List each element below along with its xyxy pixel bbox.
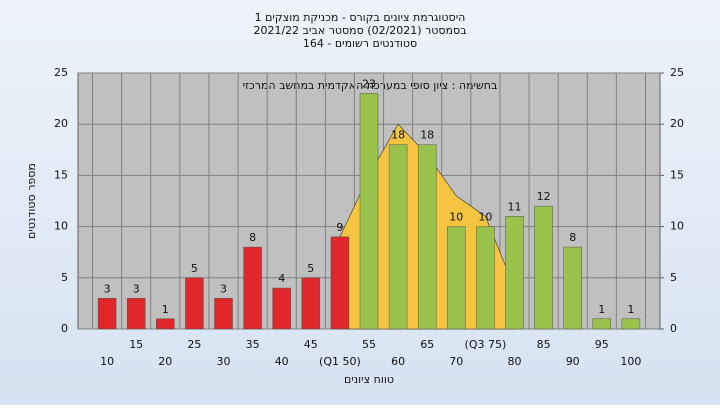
bar (126, 298, 146, 330)
bar (97, 298, 117, 330)
bar (214, 298, 233, 330)
bar (592, 318, 612, 330)
x-tick-label: 40 (275, 355, 289, 368)
data-label: 10 (478, 211, 492, 224)
bar (621, 318, 641, 330)
x-axis-label: טווח ציונים (344, 373, 394, 386)
x-tick-label: 85 (537, 338, 551, 351)
bar (563, 246, 582, 330)
data-label: 8 (569, 231, 576, 244)
x-tick-label: 80 (508, 355, 522, 368)
x-tick-label: 55 (362, 338, 376, 351)
data-label: 5 (191, 262, 198, 275)
data-label: 11 (508, 200, 522, 213)
y-tick-label: 20 (54, 117, 68, 130)
y2-tick-label: 15 (670, 168, 684, 181)
bar (185, 277, 204, 330)
data-label: 12 (537, 190, 551, 203)
bar (301, 277, 321, 330)
y-tick-label: 0 (61, 322, 68, 335)
y-tick-label: 25 (54, 66, 68, 79)
x-tick-label: (Q1 50) (319, 355, 361, 368)
y-axis-label: מספר סטודנטים (25, 163, 38, 239)
bar (243, 246, 262, 330)
data-label: 8 (249, 231, 256, 244)
bar (330, 236, 350, 330)
data-label: 18 (420, 129, 434, 142)
bar (505, 216, 524, 330)
data-label: 3 (104, 282, 111, 295)
x-tick-label: 95 (595, 338, 609, 351)
y2-tick-label: 0 (670, 322, 677, 335)
bar (156, 318, 175, 330)
bar (272, 287, 291, 330)
data-label: 18 (391, 129, 405, 142)
chart-title: היסטוגרמת ציונים בקורס - מכניקת מוצקים 1 (255, 11, 466, 24)
x-tick-label: 35 (246, 338, 260, 351)
bar (388, 144, 408, 330)
chart-subtitle: בסמסטר (02/2021) סמסטר אביב 2021/22 (253, 24, 466, 37)
x-tick-label: 60 (391, 355, 405, 368)
x-tick-label: 90 (566, 355, 580, 368)
y2-tick-label: 5 (670, 271, 677, 284)
y2-tick-label: 10 (670, 220, 684, 233)
bar (359, 93, 379, 330)
x-tick-label: 30 (217, 355, 231, 368)
x-tick-label: 25 (187, 338, 201, 351)
x-tick-label: 45 (304, 338, 318, 351)
x-tick-label: 15 (129, 338, 143, 351)
y-tick-label: 5 (61, 271, 68, 284)
data-label: 1 (627, 303, 634, 316)
data-label: 4 (278, 272, 285, 285)
data-label: 23 (362, 77, 376, 90)
data-label: 1 (162, 303, 169, 316)
x-tick-label: 10 (100, 355, 114, 368)
x-tick-label: 20 (158, 355, 172, 368)
bar (447, 226, 466, 330)
data-label: 1 (598, 303, 605, 316)
bar (534, 205, 553, 330)
y-tick-label: 15 (54, 168, 68, 181)
x-tick-label: 100 (620, 355, 641, 368)
x-tick-label: 70 (449, 355, 463, 368)
data-label: 5 (307, 262, 314, 275)
data-label: 9 (336, 221, 343, 234)
data-label: 3 (133, 282, 140, 295)
annotation: בחשימה : ציון סופי במערכת האקדמית במחשב … (243, 79, 498, 92)
x-tick-label: 65 (420, 338, 434, 351)
bar (476, 226, 495, 330)
data-label: 10 (449, 211, 463, 224)
chart-subtitle: סטודנטים רשומים - 164 (303, 37, 417, 50)
y-tick-label: 10 (54, 220, 68, 233)
y2-tick-label: 20 (670, 117, 684, 130)
data-label: 3 (220, 282, 227, 295)
bar (417, 144, 437, 330)
y2-tick-label: 25 (670, 66, 684, 79)
x-tick-label: (Q3 75) (465, 338, 507, 351)
